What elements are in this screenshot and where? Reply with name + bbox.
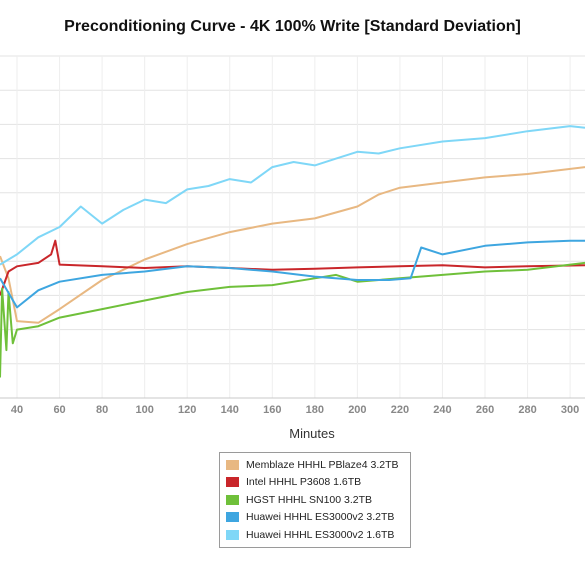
x-tick-label: 80 <box>96 404 108 416</box>
legend-label: Huawei HHHL ES3000v2 3.2TB <box>246 511 395 524</box>
x-tick-label: 160 <box>263 404 281 416</box>
legend-item: HGST HHHL SN100 3.2TB <box>226 491 410 509</box>
x-tick-label: 140 <box>221 404 239 416</box>
legend-swatch <box>226 494 239 505</box>
x-tick-label: 220 <box>391 404 409 416</box>
x-tick-label: 60 <box>53 404 65 416</box>
x-tick-label: 300 <box>561 404 579 416</box>
x-tick-label: 180 <box>306 404 324 416</box>
x-tick-label: 240 <box>433 404 451 416</box>
x-tick-label: 120 <box>178 404 196 416</box>
legend-item: Memblaze HHHL PBlaze4 3.2TB <box>226 456 410 474</box>
legend-swatch <box>226 529 239 540</box>
grid-lines <box>0 55 585 398</box>
legend-label: HGST HHHL SN100 3.2TB <box>246 493 373 506</box>
x-tick-label: 100 <box>135 404 153 416</box>
legend-swatch <box>226 459 239 470</box>
x-tick-labels: 40 60 80 100 120 140 160 180 200 220 240 260 280 300 <box>11 404 579 416</box>
legend-item: Huawei HHHL ES3000v2 1.6TB <box>226 526 410 544</box>
legend-item: Huawei HHHL ES3000v2 3.2TB <box>226 509 410 527</box>
x-tick-label: 260 <box>476 404 494 416</box>
x-tick-label: 40 <box>11 404 23 416</box>
legend-item: Intel HHHL P3608 1.6TB <box>226 474 410 492</box>
series-line-1 <box>0 166 585 324</box>
x-axis-label: Minutes <box>289 426 335 441</box>
legend: Memblaze HHHL PBlaze4 3.2TB Intel HHHL P3… <box>219 452 411 548</box>
series-line-4 <box>0 239 585 309</box>
series-line-5 <box>0 125 585 266</box>
legend-label: Memblaze HHHL PBlaze4 3.2TB <box>246 458 399 471</box>
legend-label: Huawei HHHL ES3000v2 1.6TB <box>246 528 395 541</box>
legend-swatch <box>226 512 239 523</box>
chart-title: Preconditioning Curve - 4K 100% Write [S… <box>64 18 521 35</box>
x-tick-label: 280 <box>518 404 536 416</box>
legend-swatch <box>226 477 239 488</box>
series-lines <box>0 125 585 378</box>
series-line-3 <box>0 261 585 378</box>
x-tick-label: 200 <box>348 404 366 416</box>
legend-label: Intel HHHL P3608 1.6TB <box>246 476 362 489</box>
